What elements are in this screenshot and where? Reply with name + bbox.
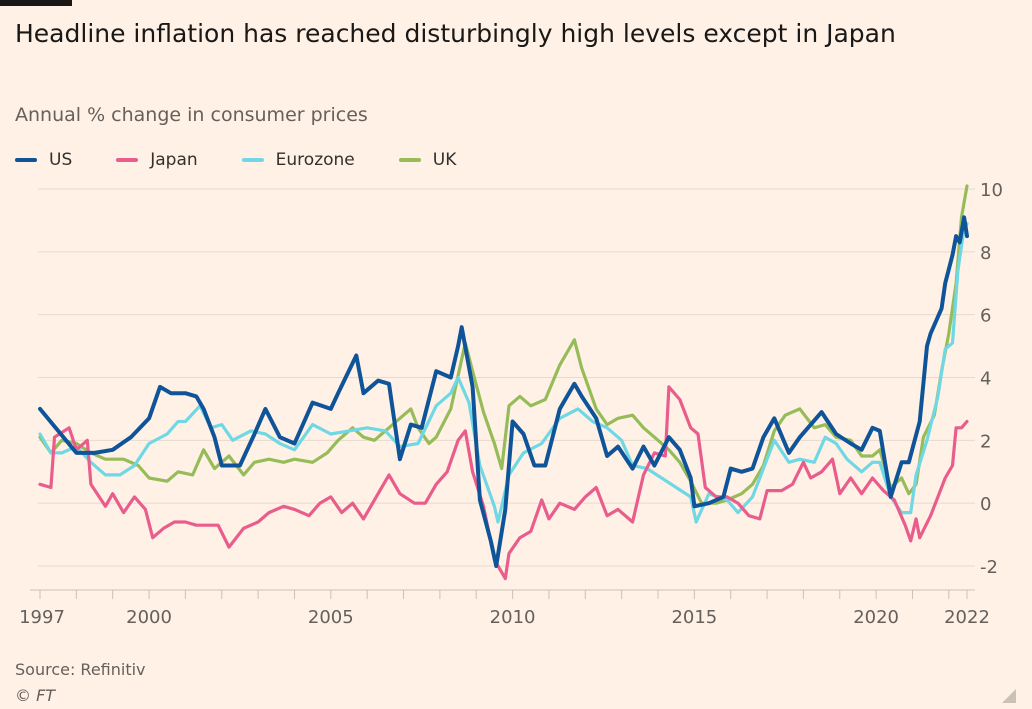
legend-item-japan: Japan xyxy=(116,150,198,170)
y-tick-label: 0 xyxy=(980,494,991,515)
legend-item-uk: UK xyxy=(398,150,457,170)
legend-swatch-japan xyxy=(116,158,139,162)
x-tick-label: 2000 xyxy=(126,607,172,628)
chart-subtitle: Annual % change in consumer prices xyxy=(15,104,368,126)
chart-title: Headline inflation has reached disturbin… xyxy=(15,19,896,48)
series-line-japan xyxy=(38,385,969,581)
legend-label-us: US xyxy=(49,150,73,170)
series-line-us xyxy=(38,215,969,568)
legend-swatch-uk xyxy=(398,158,421,162)
y-tick-label: 2 xyxy=(980,431,991,452)
legend: US Japan Eurozone UK xyxy=(15,150,500,170)
source-note: Source: Refinitiv xyxy=(15,660,146,679)
series-line-uk xyxy=(38,184,969,505)
y-tick-label: -2 xyxy=(980,557,998,578)
x-tick-label: 1997 xyxy=(19,607,65,628)
x-tick-label: 2015 xyxy=(671,607,717,628)
x-tick-label: 2005 xyxy=(308,607,354,628)
legend-label-japan: Japan xyxy=(150,150,198,170)
legend-item-eurozone: Eurozone xyxy=(241,150,355,170)
resize-corner-icon xyxy=(1002,689,1016,703)
legend-swatch-us xyxy=(15,158,37,162)
legend-label-eurozone: Eurozone xyxy=(275,150,355,170)
legend-item-us: US xyxy=(15,150,72,170)
x-tick-label: 2010 xyxy=(490,607,536,628)
copyright-note: © FT xyxy=(15,686,56,705)
ft-brand-bar xyxy=(0,0,72,6)
y-tick-label: 4 xyxy=(980,369,991,390)
y-tick-label: 8 xyxy=(980,243,991,264)
x-tick-label: 2020 xyxy=(853,607,899,628)
y-tick-label: 10 xyxy=(980,180,1003,201)
x-tick-label: 2022 xyxy=(944,607,990,628)
series-line-eurozone xyxy=(38,222,969,524)
y-tick-label: 6 xyxy=(980,306,991,327)
legend-swatch-eurozone xyxy=(241,158,264,162)
legend-label-uk: UK xyxy=(432,150,457,170)
